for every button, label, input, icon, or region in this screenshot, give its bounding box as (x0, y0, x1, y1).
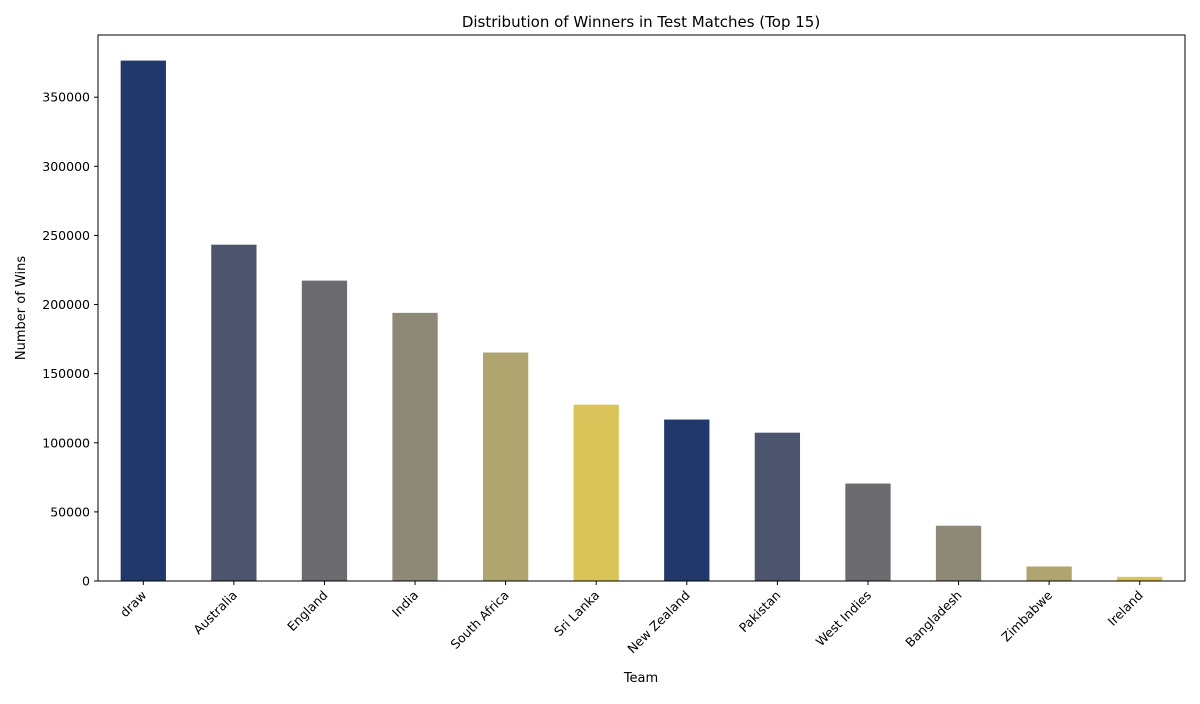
x-tick-label: India (389, 588, 421, 620)
x-tick-label: England (284, 588, 330, 634)
bar-sri-lanka (573, 404, 619, 581)
x-tick-label: Zimbabwe (998, 587, 1055, 644)
bar-draw (120, 60, 166, 582)
x-tick-label: New Zealand (624, 588, 693, 657)
y-tick-label: 0 (82, 574, 90, 589)
y-tick-label: 300000 (42, 159, 90, 174)
x-tick-label: Australia (190, 588, 240, 638)
x-axis: draw Australia England India South Africa Sri… (117, 581, 1146, 656)
bar-pakistan (754, 432, 801, 581)
chart-title: Distribution of Winners in Test Matches … (462, 13, 820, 31)
x-tick-label: draw (117, 588, 150, 621)
x-tick-label: Ireland (1105, 588, 1146, 629)
x-tick-label: West Indies (813, 588, 874, 649)
bar-ireland (1117, 576, 1163, 581)
bar-bangladesh (935, 525, 982, 581)
bar-south-africa (482, 352, 529, 581)
y-tick-label: 250000 (42, 228, 90, 243)
y-tick-label: 350000 (42, 90, 90, 105)
y-tick-label: 50000 (50, 504, 90, 519)
bar-new-zealand (664, 419, 710, 581)
y-tick-label: 200000 (42, 297, 90, 312)
x-axis-label: Team (623, 671, 658, 686)
x-tick-label: South Africa (447, 588, 511, 652)
x-tick-label: Pakistan (736, 588, 784, 636)
y-axis: 0 50000 100000 150000 200000 250000 300000 3500… (42, 90, 98, 589)
y-tick-label: 150000 (42, 366, 90, 381)
plot-frame (97, 34, 1186, 582)
bars-group (120, 60, 1163, 582)
bar-australia (211, 244, 257, 581)
bar-zimbabwe (1026, 566, 1072, 581)
bar-india (392, 312, 438, 581)
bar-west-indies (845, 483, 891, 581)
bar-england (301, 280, 348, 581)
y-axis-label: Number of Wins (14, 256, 29, 360)
y-tick-label: 100000 (42, 435, 90, 450)
x-tick-label: Bangladesh (902, 588, 964, 650)
x-tick-label: Sri Lanka (551, 588, 602, 639)
